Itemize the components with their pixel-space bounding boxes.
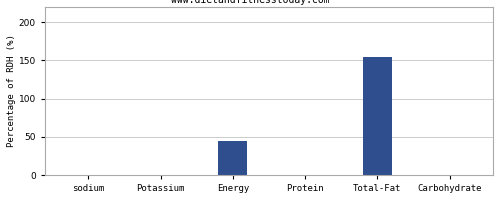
Text: www.dietandfitnesstoday.com: www.dietandfitnesstoday.com	[170, 0, 330, 5]
Bar	[218, 141, 248, 175]
Y-axis label: Percentage of RDH (%): Percentage of RDH (%)	[7, 35, 16, 147]
Bar	[363, 57, 392, 175]
